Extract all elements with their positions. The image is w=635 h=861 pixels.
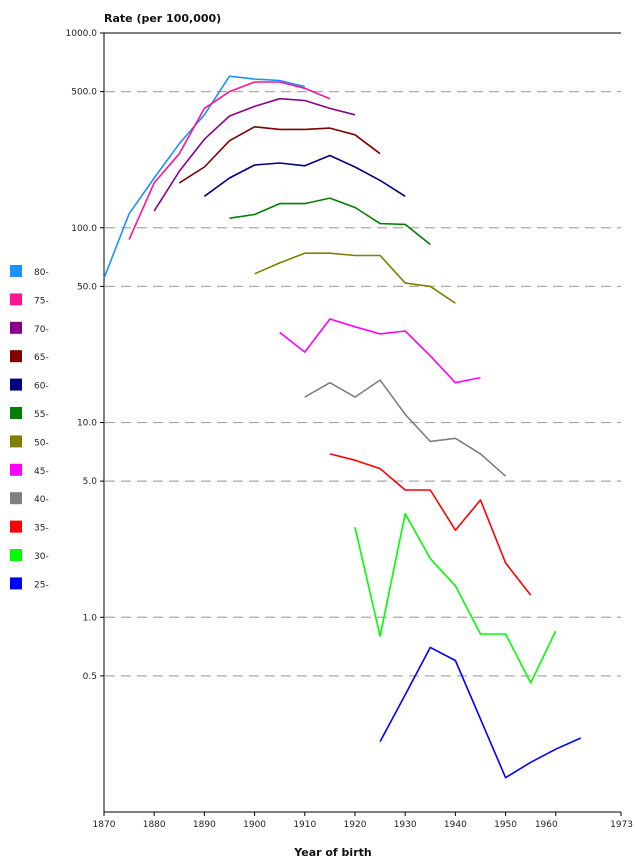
legend-label: 25- (34, 580, 49, 590)
x-tick-label: 1880 (143, 820, 166, 830)
y-tick-label: 50.0 (77, 282, 97, 292)
series-line-75 (128, 81, 331, 240)
series-line-25 (379, 646, 582, 779)
legend-label: 70- (34, 325, 49, 335)
legend-swatch (10, 520, 22, 533)
legend-label: 35- (34, 524, 49, 534)
y-tick-label: 1000.0 (66, 29, 98, 39)
x-tick-label: 1900 (243, 820, 266, 830)
x-tick-label: 1920 (344, 820, 367, 830)
legend-swatch (10, 378, 22, 391)
y-tick-label: 1.0 (83, 613, 98, 623)
x-axis-title: Year of birth (293, 846, 371, 859)
legend: 80- 75- 70- 65- 60- 55- 50- 45- 40- 35- 30- 25- (10, 265, 49, 590)
legend-swatch (10, 407, 22, 419)
legend-label: 55- (34, 410, 49, 420)
legend-swatch (10, 321, 22, 334)
legend-label: 80- (34, 268, 49, 278)
legend-swatch (10, 492, 22, 505)
legend-swatch (10, 463, 22, 476)
series-line-30 (354, 512, 557, 684)
x-tick-label: 1960 (535, 820, 558, 830)
x-tick-label: 1940 (444, 820, 467, 830)
y-tick-label: 500.0 (71, 88, 97, 98)
legend-label: 40- (34, 495, 49, 505)
y-ticks: 1000.0 500.0 100.0 50.0 10.0 5.0 1.0 0.5 (66, 29, 104, 682)
x-tick-label: 1870 (93, 820, 116, 830)
y-tick-label: 0.5 (83, 672, 97, 682)
legend-label: 60- (34, 382, 49, 392)
grid-lines (105, 91, 621, 677)
y-tick-label: 5.0 (83, 477, 98, 487)
legend-swatch (10, 435, 22, 448)
series-line-65 (178, 126, 381, 184)
x-ticks: 1870 1880 1890 1900 1910 1920 1930 1940 1950 1960… (93, 812, 633, 830)
x-tick-label: 1973 (610, 820, 633, 830)
series-line-40 (304, 379, 507, 477)
series-line-80 (103, 75, 305, 279)
y-tick-label: 10.0 (77, 419, 97, 429)
series-line-55 (229, 197, 431, 246)
series-line-60 (203, 154, 406, 197)
legend-swatch (10, 577, 22, 590)
legend-swatch (10, 293, 22, 306)
legend-label: 45- (34, 467, 49, 477)
x-tick-label: 1890 (193, 820, 216, 830)
x-tick-label: 1910 (293, 820, 316, 830)
series-line-70 (153, 97, 356, 212)
legend-label: 75- (34, 296, 49, 306)
series-line-45 (279, 318, 481, 384)
series-lines (103, 75, 582, 779)
legend-label: 65- (34, 353, 49, 363)
x-tick-label: 1950 (494, 820, 517, 830)
legend-swatch (10, 265, 22, 277)
x-tick-label: 1930 (394, 820, 417, 830)
legend-swatch (10, 350, 22, 363)
legend-label: 30- (34, 552, 49, 562)
legend-label: 50- (34, 438, 49, 448)
y-axis-title: Rate (per 100,000) (104, 12, 221, 25)
series-line-35 (329, 453, 532, 596)
legend-swatch (10, 549, 22, 561)
series-line-50 (254, 252, 456, 304)
y-tick-label: 100.0 (71, 224, 97, 234)
